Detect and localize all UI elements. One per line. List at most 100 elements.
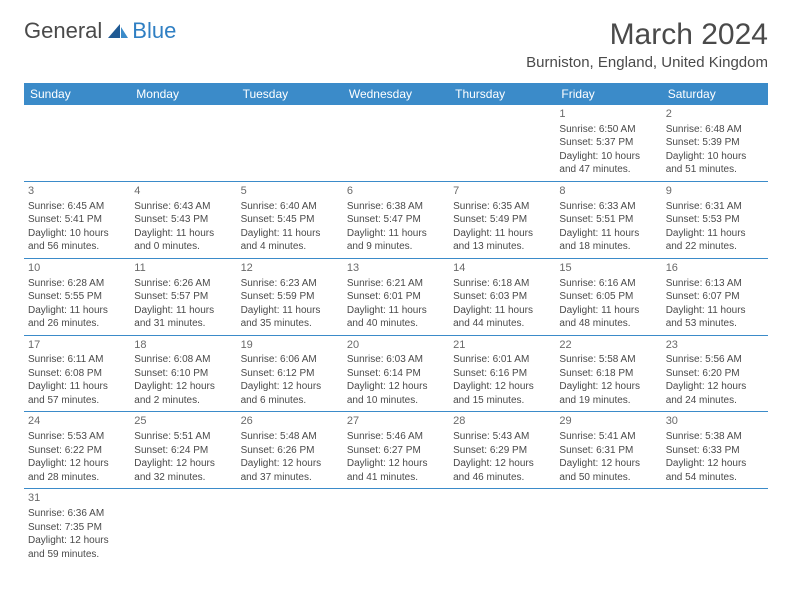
- day-sunrise: Sunrise: 6:01 AM: [453, 353, 551, 367]
- day-sunrise: Sunrise: 6:03 AM: [347, 353, 445, 367]
- day-daylight: Daylight: 11 hours and 35 minutes.: [241, 304, 339, 331]
- day-sunrise: Sunrise: 6:16 AM: [559, 277, 657, 291]
- day-daylight: Daylight: 10 hours and 56 minutes.: [28, 227, 126, 254]
- day-number: 13: [347, 261, 445, 276]
- day-number: 27: [347, 414, 445, 429]
- calendar-cell: 27Sunrise: 5:46 AMSunset: 6:27 PMDayligh…: [343, 412, 449, 489]
- title-block: March 2024 Burniston, England, United Ki…: [526, 18, 768, 71]
- day-sunrise: Sunrise: 5:43 AM: [453, 430, 551, 444]
- day-sunset: Sunset: 6:29 PM: [453, 444, 551, 458]
- day-number: 29: [559, 414, 657, 429]
- day-sunset: Sunset: 5:37 PM: [559, 136, 657, 150]
- day-sunset: Sunset: 6:16 PM: [453, 367, 551, 381]
- day-sunset: Sunset: 6:22 PM: [28, 444, 126, 458]
- weekday-header: Saturday: [662, 83, 768, 105]
- calendar-cell: 19Sunrise: 6:06 AMSunset: 6:12 PMDayligh…: [237, 335, 343, 412]
- day-sunrise: Sunrise: 6:21 AM: [347, 277, 445, 291]
- day-sunset: Sunset: 6:24 PM: [134, 444, 232, 458]
- day-sunset: Sunset: 5:57 PM: [134, 290, 232, 304]
- day-daylight: Daylight: 12 hours and 37 minutes.: [241, 457, 339, 484]
- day-sunset: Sunset: 7:35 PM: [28, 521, 126, 535]
- calendar-cell: [24, 105, 130, 181]
- calendar-cell: [130, 105, 236, 181]
- day-number: 5: [241, 184, 339, 199]
- calendar-cell: [130, 489, 236, 565]
- day-sunset: Sunset: 6:20 PM: [666, 367, 764, 381]
- calendar-cell: 31Sunrise: 6:36 AMSunset: 7:35 PMDayligh…: [24, 489, 130, 565]
- calendar-cell: 5Sunrise: 6:40 AMSunset: 5:45 PMDaylight…: [237, 181, 343, 258]
- day-daylight: Daylight: 12 hours and 24 minutes.: [666, 380, 764, 407]
- day-sunset: Sunset: 5:49 PM: [453, 213, 551, 227]
- calendar-cell: 23Sunrise: 5:56 AMSunset: 6:20 PMDayligh…: [662, 335, 768, 412]
- day-sunset: Sunset: 5:41 PM: [28, 213, 126, 227]
- day-number: 2: [666, 107, 764, 122]
- day-sunset: Sunset: 6:31 PM: [559, 444, 657, 458]
- day-daylight: Daylight: 11 hours and 13 minutes.: [453, 227, 551, 254]
- day-sunrise: Sunrise: 6:36 AM: [28, 507, 126, 521]
- day-number: 30: [666, 414, 764, 429]
- day-number: 9: [666, 184, 764, 199]
- calendar-cell: [237, 105, 343, 181]
- day-sunset: Sunset: 6:12 PM: [241, 367, 339, 381]
- calendar-cell: 16Sunrise: 6:13 AMSunset: 6:07 PMDayligh…: [662, 258, 768, 335]
- day-daylight: Daylight: 11 hours and 31 minutes.: [134, 304, 232, 331]
- day-number: 7: [453, 184, 551, 199]
- day-daylight: Daylight: 12 hours and 6 minutes.: [241, 380, 339, 407]
- weekday-header: Friday: [555, 83, 661, 105]
- day-sunset: Sunset: 5:39 PM: [666, 136, 764, 150]
- day-sunset: Sunset: 5:43 PM: [134, 213, 232, 227]
- logo-sail-icon: [106, 22, 130, 40]
- day-number: 28: [453, 414, 551, 429]
- day-sunset: Sunset: 5:59 PM: [241, 290, 339, 304]
- day-daylight: Daylight: 11 hours and 0 minutes.: [134, 227, 232, 254]
- day-sunrise: Sunrise: 5:51 AM: [134, 430, 232, 444]
- day-sunrise: Sunrise: 5:53 AM: [28, 430, 126, 444]
- calendar-cell: 7Sunrise: 6:35 AMSunset: 5:49 PMDaylight…: [449, 181, 555, 258]
- day-daylight: Daylight: 11 hours and 53 minutes.: [666, 304, 764, 331]
- day-number: 10: [28, 261, 126, 276]
- day-sunrise: Sunrise: 6:33 AM: [559, 200, 657, 214]
- logo-text-1: General: [24, 18, 102, 44]
- location: Burniston, England, United Kingdom: [526, 54, 768, 71]
- day-sunset: Sunset: 6:05 PM: [559, 290, 657, 304]
- day-number: 24: [28, 414, 126, 429]
- day-sunrise: Sunrise: 5:38 AM: [666, 430, 764, 444]
- day-number: 12: [241, 261, 339, 276]
- day-number: 8: [559, 184, 657, 199]
- calendar-cell: 15Sunrise: 6:16 AMSunset: 6:05 PMDayligh…: [555, 258, 661, 335]
- day-sunrise: Sunrise: 6:11 AM: [28, 353, 126, 367]
- day-daylight: Daylight: 12 hours and 59 minutes.: [28, 534, 126, 561]
- calendar-cell: 29Sunrise: 5:41 AMSunset: 6:31 PMDayligh…: [555, 412, 661, 489]
- calendar-cell: 3Sunrise: 6:45 AMSunset: 5:41 PMDaylight…: [24, 181, 130, 258]
- day-sunrise: Sunrise: 6:18 AM: [453, 277, 551, 291]
- day-number: 3: [28, 184, 126, 199]
- day-daylight: Daylight: 11 hours and 26 minutes.: [28, 304, 126, 331]
- day-sunrise: Sunrise: 6:45 AM: [28, 200, 126, 214]
- day-sunrise: Sunrise: 6:43 AM: [134, 200, 232, 214]
- calendar-cell: [662, 489, 768, 565]
- day-sunset: Sunset: 5:51 PM: [559, 213, 657, 227]
- calendar-cell: 21Sunrise: 6:01 AMSunset: 6:16 PMDayligh…: [449, 335, 555, 412]
- day-number: 23: [666, 338, 764, 353]
- day-sunrise: Sunrise: 6:31 AM: [666, 200, 764, 214]
- day-sunset: Sunset: 6:10 PM: [134, 367, 232, 381]
- calendar-cell: [343, 489, 449, 565]
- day-daylight: Daylight: 10 hours and 51 minutes.: [666, 150, 764, 177]
- day-number: 31: [28, 491, 126, 506]
- calendar-cell: [343, 105, 449, 181]
- day-sunset: Sunset: 6:18 PM: [559, 367, 657, 381]
- logo-text-2: Blue: [132, 18, 176, 44]
- calendar-cell: 28Sunrise: 5:43 AMSunset: 6:29 PMDayligh…: [449, 412, 555, 489]
- day-number: 14: [453, 261, 551, 276]
- header: General Blue March 2024 Burniston, Engla…: [24, 18, 768, 71]
- calendar-cell: 18Sunrise: 6:08 AMSunset: 6:10 PMDayligh…: [130, 335, 236, 412]
- calendar-cell: 4Sunrise: 6:43 AMSunset: 5:43 PMDaylight…: [130, 181, 236, 258]
- day-sunset: Sunset: 5:55 PM: [28, 290, 126, 304]
- day-number: 19: [241, 338, 339, 353]
- day-sunset: Sunset: 6:08 PM: [28, 367, 126, 381]
- day-number: 17: [28, 338, 126, 353]
- calendar-cell: 17Sunrise: 6:11 AMSunset: 6:08 PMDayligh…: [24, 335, 130, 412]
- day-sunset: Sunset: 5:47 PM: [347, 213, 445, 227]
- day-daylight: Daylight: 12 hours and 50 minutes.: [559, 457, 657, 484]
- day-number: 16: [666, 261, 764, 276]
